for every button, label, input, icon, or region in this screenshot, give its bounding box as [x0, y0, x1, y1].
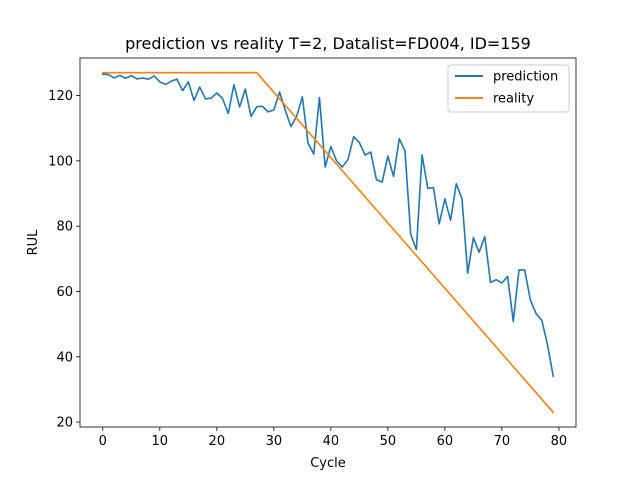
y-tick-label: 100 — [48, 154, 73, 169]
y-axis-label: RUL — [26, 229, 41, 256]
legend-label-prediction: prediction — [493, 70, 558, 85]
x-tick-label: 60 — [437, 434, 454, 449]
y-tick-label: 20 — [56, 416, 73, 431]
x-tick-label: 10 — [152, 434, 169, 449]
y-axis-ticks: 20 40 60 80 100 120 — [48, 89, 80, 431]
legend: prediction reality — [447, 64, 570, 113]
x-axis-label: Cycle — [310, 456, 346, 471]
x-tick-label: 40 — [323, 434, 340, 449]
y-tick-label: 120 — [48, 89, 73, 104]
x-axis-ticks: 0 10 20 30 40 50 60 70 80 — [99, 427, 568, 449]
x-tick-label: 20 — [209, 434, 226, 449]
x-tick-label: 70 — [494, 434, 511, 449]
y-tick-label: 40 — [56, 350, 73, 365]
legend-label-reality: reality — [493, 92, 534, 107]
series-line-reality — [102, 71, 555, 414]
chart-title: prediction vs reality T=2, Datalist=FD00… — [125, 34, 531, 53]
x-tick-label: 50 — [380, 434, 397, 449]
x-tick-label: 0 — [99, 434, 107, 449]
x-tick-label: 80 — [551, 434, 568, 449]
series-line-prediction — [101, 73, 555, 377]
y-tick-label: 80 — [56, 220, 73, 235]
plot-frame — [79, 57, 577, 428]
y-tick-label: 60 — [56, 285, 73, 300]
x-tick-label: 30 — [266, 434, 283, 449]
plot-lines — [101, 71, 555, 414]
